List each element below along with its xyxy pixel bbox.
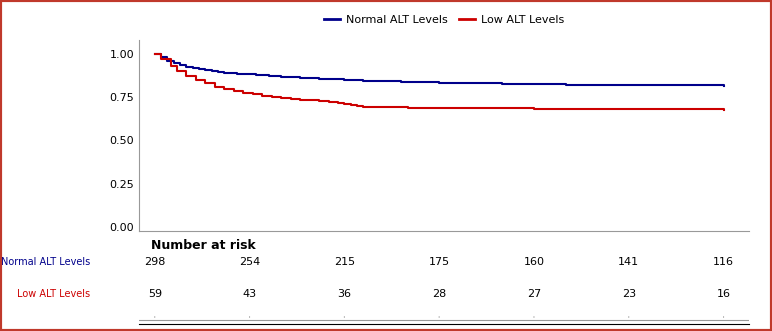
Text: 23: 23	[621, 289, 636, 299]
Text: 59: 59	[147, 289, 162, 299]
Text: 28: 28	[432, 289, 446, 299]
Text: 116: 116	[713, 257, 734, 267]
Text: 298: 298	[144, 257, 165, 267]
Text: Normal ALT Levels: Normal ALT Levels	[1, 257, 90, 267]
Text: 43: 43	[242, 289, 256, 299]
Text: 27: 27	[527, 289, 541, 299]
Text: 160: 160	[523, 257, 544, 267]
Text: 254: 254	[239, 257, 260, 267]
Text: 16: 16	[716, 289, 730, 299]
Text: 215: 215	[334, 257, 355, 267]
Text: 175: 175	[428, 257, 450, 267]
Text: Number at risk: Number at risk	[151, 239, 256, 252]
Text: 141: 141	[618, 257, 639, 267]
Text: 36: 36	[337, 289, 351, 299]
Text: Low ALT Levels: Low ALT Levels	[17, 289, 90, 299]
Legend: Normal ALT Levels, Low ALT Levels: Normal ALT Levels, Low ALT Levels	[319, 11, 569, 30]
